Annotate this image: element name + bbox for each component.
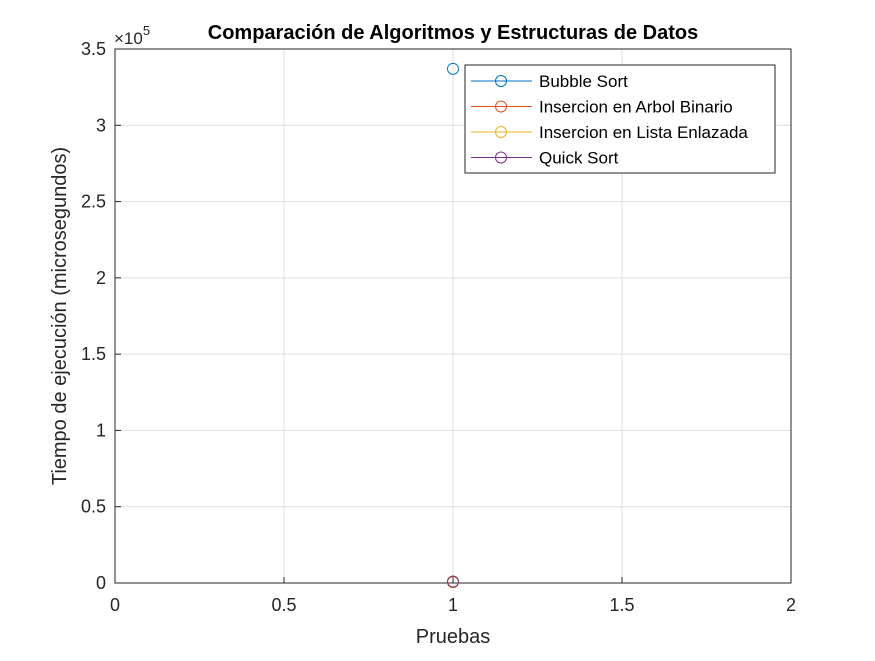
y-tick-label: 2 [96, 268, 106, 288]
legend-marker [495, 75, 507, 87]
data-point [447, 62, 459, 75]
x-tick-label: 1.5 [609, 595, 634, 615]
legend-label: Insercion en Arbol Binario [539, 98, 733, 117]
y-exponent-power: 5 [143, 23, 150, 38]
y-tick-label: 1 [96, 420, 106, 440]
series-layer [447, 62, 459, 589]
x-tick-label: 0 [110, 595, 120, 615]
legend-box [464, 64, 776, 174]
y-tick-label: 1.5 [81, 344, 106, 364]
y-exponent-label: ×105 [114, 23, 150, 48]
legend-label: Insercion en Lista Enlazada [539, 123, 748, 142]
grid-lines [114, 48, 792, 584]
y-axis-label: Tiempo de ejecución (microsegundos) [49, 147, 71, 485]
legend-marker [495, 100, 507, 113]
y-tick-label: 2.5 [81, 192, 106, 212]
legend: Bubble Sort Insercion en Arbol Binario Ins… [464, 64, 776, 174]
x-tick-label: 2 [786, 595, 796, 615]
axis-ticks: 0 0.5 1 1.5 2 0 0.5 1 1.5 2 2.5 3 3.5 [81, 39, 796, 615]
x-tick-label: 1 [448, 595, 458, 615]
y-exponent-base: ×10 [114, 29, 143, 48]
x-tick-label: 0.5 [271, 595, 296, 615]
chart-title: Comparación de Algoritmos y Estructuras … [208, 22, 698, 44]
y-tick-label: 3 [96, 115, 106, 135]
legend-label: Quick Sort [539, 149, 619, 168]
y-tick-label: 3.5 [81, 39, 106, 59]
y-tick-label: 0.5 [81, 497, 106, 517]
legend-marker [495, 151, 507, 164]
y-tick-label: 0 [96, 573, 106, 593]
legend-label: Bubble Sort [539, 72, 628, 91]
x-axis-label: Pruebas [416, 626, 491, 648]
data-point [447, 575, 459, 588]
legend-marker [495, 126, 507, 138]
